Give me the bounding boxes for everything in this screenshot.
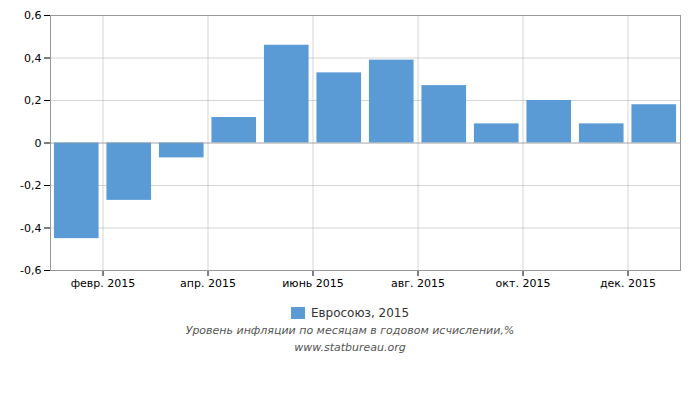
svg-text:авг. 2015: авг. 2015 [391, 277, 445, 290]
svg-text:апр. 2015: апр. 2015 [180, 277, 236, 290]
svg-text:июнь 2015: июнь 2015 [282, 277, 344, 290]
svg-text:0: 0 [35, 137, 42, 150]
svg-text:окт. 2015: окт. 2015 [496, 277, 551, 290]
svg-text:-0,6: -0,6 [20, 264, 41, 277]
html-text:Евросоюз, 2015: Евросоюз, 2015 [310, 306, 410, 320]
svg-text:0,4: 0,4 [24, 52, 42, 65]
html-text:www.statbureau.org: www.statbureau.org [294, 341, 406, 354]
svg-text:0,6: 0,6 [24, 9, 42, 22]
svg-text:0,2: 0,2 [24, 94, 42, 107]
svg-text:дек. 2015: дек. 2015 [600, 277, 656, 290]
svg-text:февр. 2015: февр. 2015 [71, 277, 136, 290]
svg-text:-0,4: -0,4 [20, 222, 41, 235]
svg-text:-0,2: -0,2 [20, 179, 41, 192]
html-text:Уровень инфляции по месяцам в: Уровень инфляции по месяцам в годовом ис… [185, 324, 515, 337]
